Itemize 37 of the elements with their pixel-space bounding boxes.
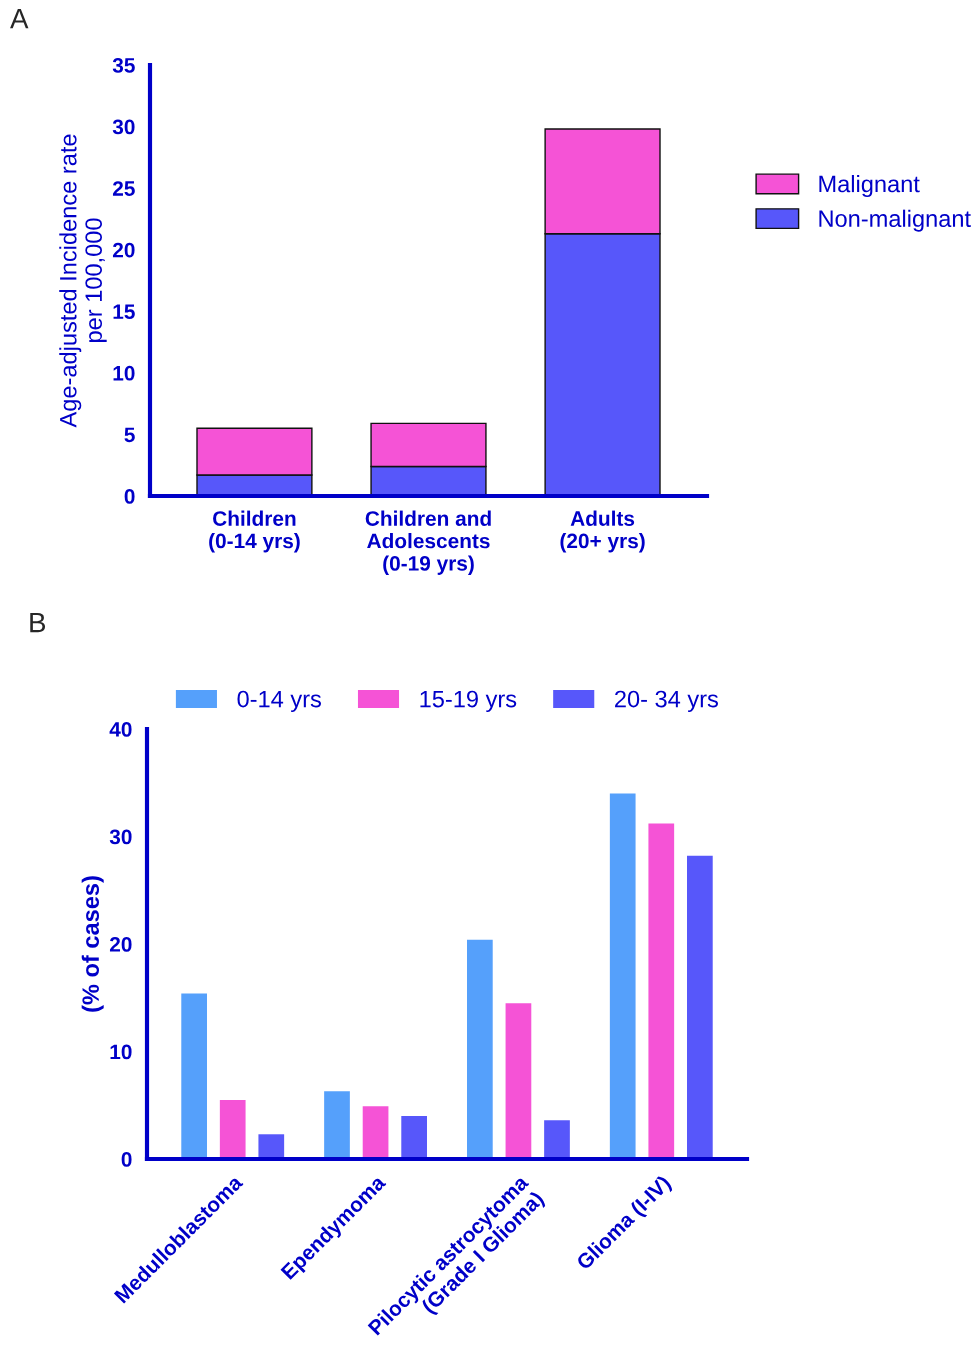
legend-label: Malignant xyxy=(819,175,920,198)
x-tick-label: Children and Adolescents (0-19 yrs) xyxy=(365,510,491,575)
y-tick-label: 0 xyxy=(121,1152,132,1167)
bar xyxy=(609,793,636,1159)
y-tick-label: 25 xyxy=(112,181,135,196)
y-tick-label: 35 xyxy=(112,58,135,73)
bar xyxy=(544,1120,570,1159)
bar xyxy=(505,1003,532,1159)
text: B xyxy=(30,613,46,633)
y-tick-label: 15 xyxy=(113,304,135,320)
bar xyxy=(362,1106,389,1159)
bar xyxy=(687,855,713,1159)
bar xyxy=(401,1116,427,1159)
bar xyxy=(648,823,675,1159)
legend-label: Non-malignant xyxy=(819,209,971,232)
y-tick-label: 5 xyxy=(124,427,135,443)
legend-label: 15-19 yrs xyxy=(420,690,517,713)
y-tick-label: 10 xyxy=(110,1044,132,1060)
y-axis-title: (% of cases) xyxy=(81,876,104,1012)
y-tick-label: 20 xyxy=(112,242,135,258)
y-axis-title: Age-adjusted Incidence rate per 100,000 xyxy=(59,134,107,428)
bar xyxy=(219,1099,246,1159)
legend-label: 0-14 yrs xyxy=(237,690,321,713)
y-tick-label: 0 xyxy=(124,489,135,504)
y-tick-label: 10 xyxy=(113,365,135,381)
text: A xyxy=(10,9,29,29)
y-tick-label: 20 xyxy=(109,937,132,952)
legend-label: 20- 34 yrs xyxy=(615,690,718,713)
bar xyxy=(467,939,493,1159)
bar xyxy=(258,1134,285,1159)
bar xyxy=(324,1091,350,1159)
x-tick-label: Adults (20+ yrs) xyxy=(560,510,645,553)
y-tick-label: 30 xyxy=(109,829,132,845)
bar xyxy=(181,993,207,1159)
x-tick-label: Children (0-14 yrs) xyxy=(209,510,300,553)
y-tick-label: 40 xyxy=(109,722,132,737)
y-tick-label: 30 xyxy=(112,119,135,135)
